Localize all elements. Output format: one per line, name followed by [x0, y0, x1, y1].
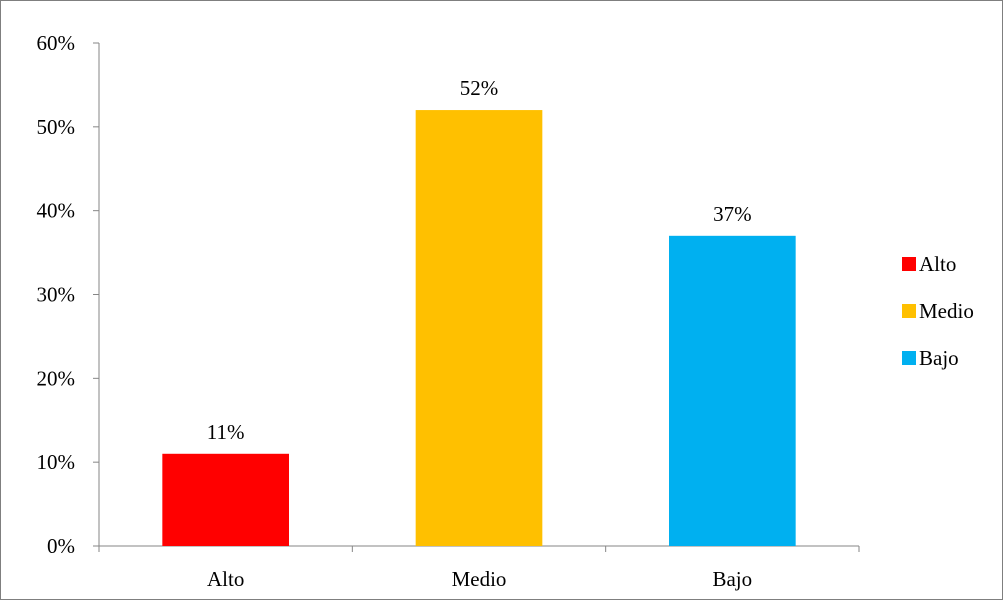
- legend-label: Bajo: [919, 346, 959, 370]
- data-label: 11%: [207, 420, 245, 444]
- bar-alto: [162, 453, 289, 546]
- y-tick-label: 0%: [47, 534, 75, 558]
- y-tick-label: 50%: [37, 115, 76, 139]
- legend-swatch: [902, 304, 916, 318]
- y-tick-label: 10%: [37, 450, 76, 474]
- data-label: 37%: [713, 202, 752, 226]
- x-tick-label: Bajo: [712, 567, 752, 591]
- y-tick-label: 60%: [37, 31, 76, 55]
- legend-swatch: [902, 257, 916, 271]
- y-tick-label: 30%: [37, 283, 76, 307]
- bar-medio: [415, 110, 543, 547]
- legend-label: Alto: [919, 252, 956, 276]
- legend-label: Medio: [919, 299, 974, 323]
- y-tick-label: 40%: [37, 199, 76, 223]
- legend-swatch: [902, 351, 916, 365]
- x-tick-label: Medio: [452, 567, 507, 591]
- data-label: 52%: [460, 76, 499, 100]
- y-tick-label: 20%: [37, 366, 76, 390]
- x-tick-label: Alto: [207, 567, 244, 591]
- bar-bajo: [669, 235, 796, 547]
